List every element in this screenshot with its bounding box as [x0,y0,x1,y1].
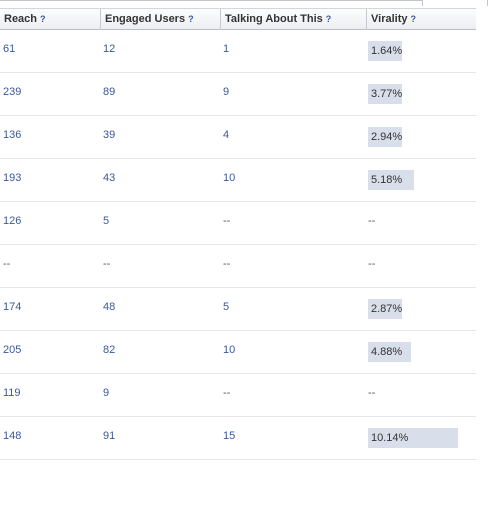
engaged-users-value[interactable]: 43 [103,172,116,184]
engaged-users-value[interactable]: 89 [103,86,116,98]
table-top-border [0,0,488,8]
talking-about-this-value: -- [223,387,231,399]
virality-bar [368,84,402,104]
column-header-label: Engaged Users [105,13,186,25]
virality-bar [368,342,411,362]
help-icon[interactable]: ? [40,14,46,24]
virality-bar [368,170,414,190]
virality-value: 4.88% [371,346,403,358]
column-header-virality[interactable]: Virality? [366,9,476,30]
engaged-users-value[interactable]: 48 [103,301,116,313]
reach-value[interactable]: 174 [3,301,22,313]
reach-value[interactable]: 148 [3,430,22,442]
virality-bar [368,299,402,319]
reach-value[interactable]: 193 [3,172,22,184]
virality-bar [368,127,402,147]
virality-bar [368,41,402,61]
engaged-users-value[interactable]: 39 [103,129,116,141]
table-row: 193 43 10 5.18% [0,159,476,202]
talking-about-this-value[interactable]: 4 [223,129,230,141]
column-header-label: Reach [4,13,38,25]
table-row: 119 9 -- -- [0,374,476,417]
talking-about-this-value[interactable]: 5 [223,301,230,313]
virality-value: -- [368,387,376,399]
talking-about-this-value[interactable]: 10 [223,172,236,184]
reach-value[interactable]: 119 [3,387,21,399]
reach-value: -- [3,258,11,270]
help-icon[interactable]: ? [410,14,417,24]
talking-about-this-value: -- [223,215,231,227]
virality-value: -- [368,215,376,227]
column-header-talking-about-this[interactable]: Talking About This? [220,9,366,30]
virality-value: 1.64% [371,45,403,57]
engaged-users-value[interactable]: 82 [103,344,116,356]
table-header: Reach? Engaged Users? Talking About This… [0,8,476,30]
engaged-users-value[interactable]: 9 [103,387,110,399]
reach-value[interactable]: 61 [3,43,16,55]
talking-about-this-value[interactable]: 10 [223,344,236,356]
virality-value: 2.87% [371,303,403,315]
table-row: 136 39 4 2.94% [0,116,476,159]
virality-value: -- [368,258,376,270]
virality-bar [368,428,458,448]
column-header-label: Talking About This [225,13,323,25]
help-icon[interactable]: ? [325,14,332,24]
virality-value: 10.14% [371,432,409,444]
reach-value[interactable]: 239 [3,86,22,98]
engaged-users-value: -- [103,258,111,270]
reach-value[interactable]: 205 [3,344,22,356]
table-row: 61 12 1 1.64% [0,30,476,73]
reach-value[interactable]: 136 [3,129,22,141]
column-header-engaged-users[interactable]: Engaged Users? [100,9,220,30]
reach-value[interactable]: 126 [3,215,22,227]
talking-about-this-value[interactable]: 15 [223,430,236,442]
table-body: 61 12 1 1.64% 239 89 9 3.77% 136 39 4 2.94% 193 43 10 5… [0,30,476,460]
table-row: 126 5 -- -- [0,202,476,245]
talking-about-this-value[interactable]: 1 [223,43,230,55]
engaged-users-value[interactable]: 5 [103,215,110,227]
column-header-reach[interactable]: Reach? [0,9,100,30]
table-row: 239 89 9 3.77% [0,73,476,116]
talking-about-this-value[interactable]: 9 [223,86,230,98]
virality-value: 3.77% [371,88,403,100]
column-header-label: Virality [371,13,408,25]
virality-value: 5.18% [371,174,403,186]
table-row: 148 91 15 10.14% [0,417,476,460]
engaged-users-value[interactable]: 12 [103,43,116,55]
engaged-users-value[interactable]: 91 [103,430,116,442]
table-row: 174 48 5 2.87% [0,288,476,331]
talking-about-this-value: -- [223,258,231,270]
table-row: 205 82 10 4.88% [0,331,476,374]
table-row: -- -- -- -- [0,245,476,288]
help-icon[interactable]: ? [188,14,194,24]
virality-value: 2.94% [371,131,403,143]
tab-edge [422,0,488,6]
